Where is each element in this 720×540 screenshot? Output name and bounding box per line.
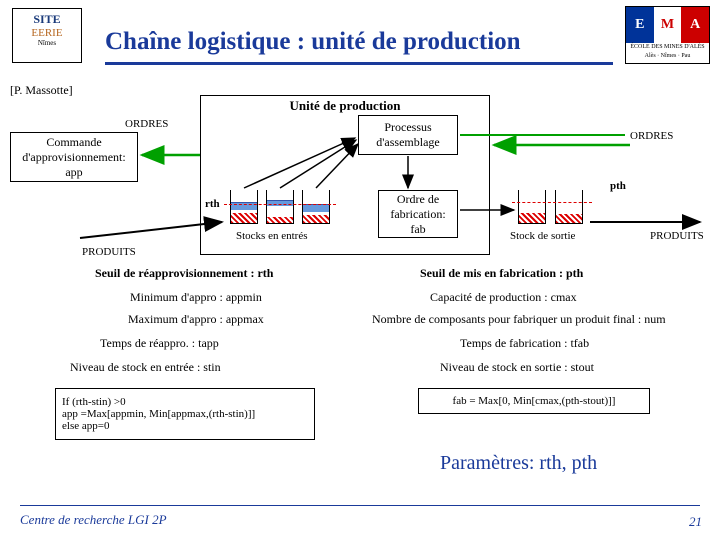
min-appro: Minimum d'appro : appmin [130,290,262,305]
logo-right-sub1: ÉCOLE DES MINES D'ALÈS [626,43,709,52]
pth-dashline [512,202,592,203]
tank-in-2 [266,190,294,224]
max-appro: Maximum d'appro : appmax [128,312,264,327]
logo-left-line3: Nîmes [16,39,78,47]
stocks-sortie-label: Stock de sortie [510,230,575,242]
pth-label: pth [610,180,626,192]
stocks-entres-label: Stocks en entrés [236,230,307,242]
formula-left-l1: If (rth-stin) >0 [62,396,126,408]
seuil-fab: Seuil de mis en fabrication : pth [420,266,583,281]
stin: Niveau de stock en entrée : stin [70,360,221,375]
commande-l1: Commande [46,135,101,150]
formula-left-box: If (rth-stin) >0 app =Max[appmin, Min[ap… [55,388,315,440]
citation: [P. Massotte] [10,83,73,98]
cap-prod: Capacité de production : cmax [430,290,577,305]
tank-in-3 [302,190,330,224]
tapp: Temps de réappro. : tapp [100,336,219,351]
processus-l2: d'assemblage [376,135,439,150]
logo-right-c2: M [654,7,682,43]
ordres-right-label: ORDRES [630,130,673,142]
rth-dashline [224,204,336,205]
formula-left-l3: else app=0 [62,420,109,432]
ordre-box: Ordre de fabrication: fab [378,190,458,238]
stout: Niveau de stock en sortie : stout [440,360,594,375]
page-title: Chaîne logistique : unité de production [105,28,521,56]
formula-right-box: fab = Max[0, Min[cmax,(pth-stout)]] [418,388,650,414]
logo-right-sub2: Alès · Nîmes · Pau [626,52,709,61]
logo-left-line2: EERIE [16,27,78,39]
commande-l2: d'approvisionnement: [22,150,125,165]
produits-right-label: PRODUITS [650,230,704,242]
slide-number: 21 [689,514,702,530]
commande-l3: app [65,165,82,180]
ordres-left-label: ORDRES [125,118,168,130]
footer-line [20,505,700,507]
processus-box: Processus d'assemblage [358,115,458,155]
title-underline [105,62,613,65]
formula-left-l2: app =Max[appmin, Min[appmax,(rth-stin)]] [62,408,255,420]
ordre-l3: fab [410,222,425,237]
logo-left-line1: SITE [16,12,78,27]
logo-left: SITE EERIE Nîmes [12,8,82,63]
rth-label: rth [205,198,220,210]
num-comp: Nombre de composants pour fabriquer un p… [372,312,666,327]
ordre-l2: fabrication: [390,207,445,222]
logo-right: E M A ÉCOLE DES MINES D'ALÈS Alès · Nîme… [625,6,710,64]
tank-out-2 [555,190,583,224]
processus-l1: Processus [384,120,431,135]
produits-left-label: PRODUITS [82,246,136,258]
formula-right: fab = Max[0, Min[cmax,(pth-stout)]] [453,395,616,407]
unite-label: Unité de production [290,98,401,114]
logo-right-c3: A [681,7,709,43]
seuil-reappro: Seuil de réapprovisionnement : rth [95,266,273,281]
ordre-l1: Ordre de [397,192,439,207]
footer: Centre de recherche LGI 2P [20,512,167,528]
tank-out-1 [518,190,546,224]
tank-in-1 [230,190,258,224]
logo-right-c1: E [626,7,654,43]
params-label: Paramètres: rth, pth [440,452,597,475]
tfab: Temps de fabrication : tfab [460,336,589,351]
commande-box: Commande d'approvisionnement: app [10,132,138,182]
